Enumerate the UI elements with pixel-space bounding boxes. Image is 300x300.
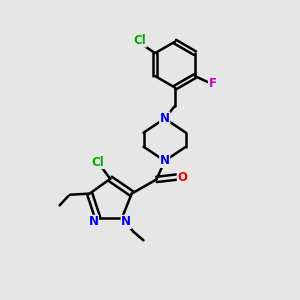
- Text: N: N: [160, 112, 170, 125]
- Text: F: F: [208, 77, 217, 90]
- Text: N: N: [88, 215, 98, 228]
- Text: Cl: Cl: [134, 34, 146, 47]
- Text: N: N: [160, 154, 170, 167]
- Text: N: N: [121, 215, 131, 228]
- Text: O: O: [177, 171, 188, 184]
- Text: Cl: Cl: [92, 156, 104, 169]
